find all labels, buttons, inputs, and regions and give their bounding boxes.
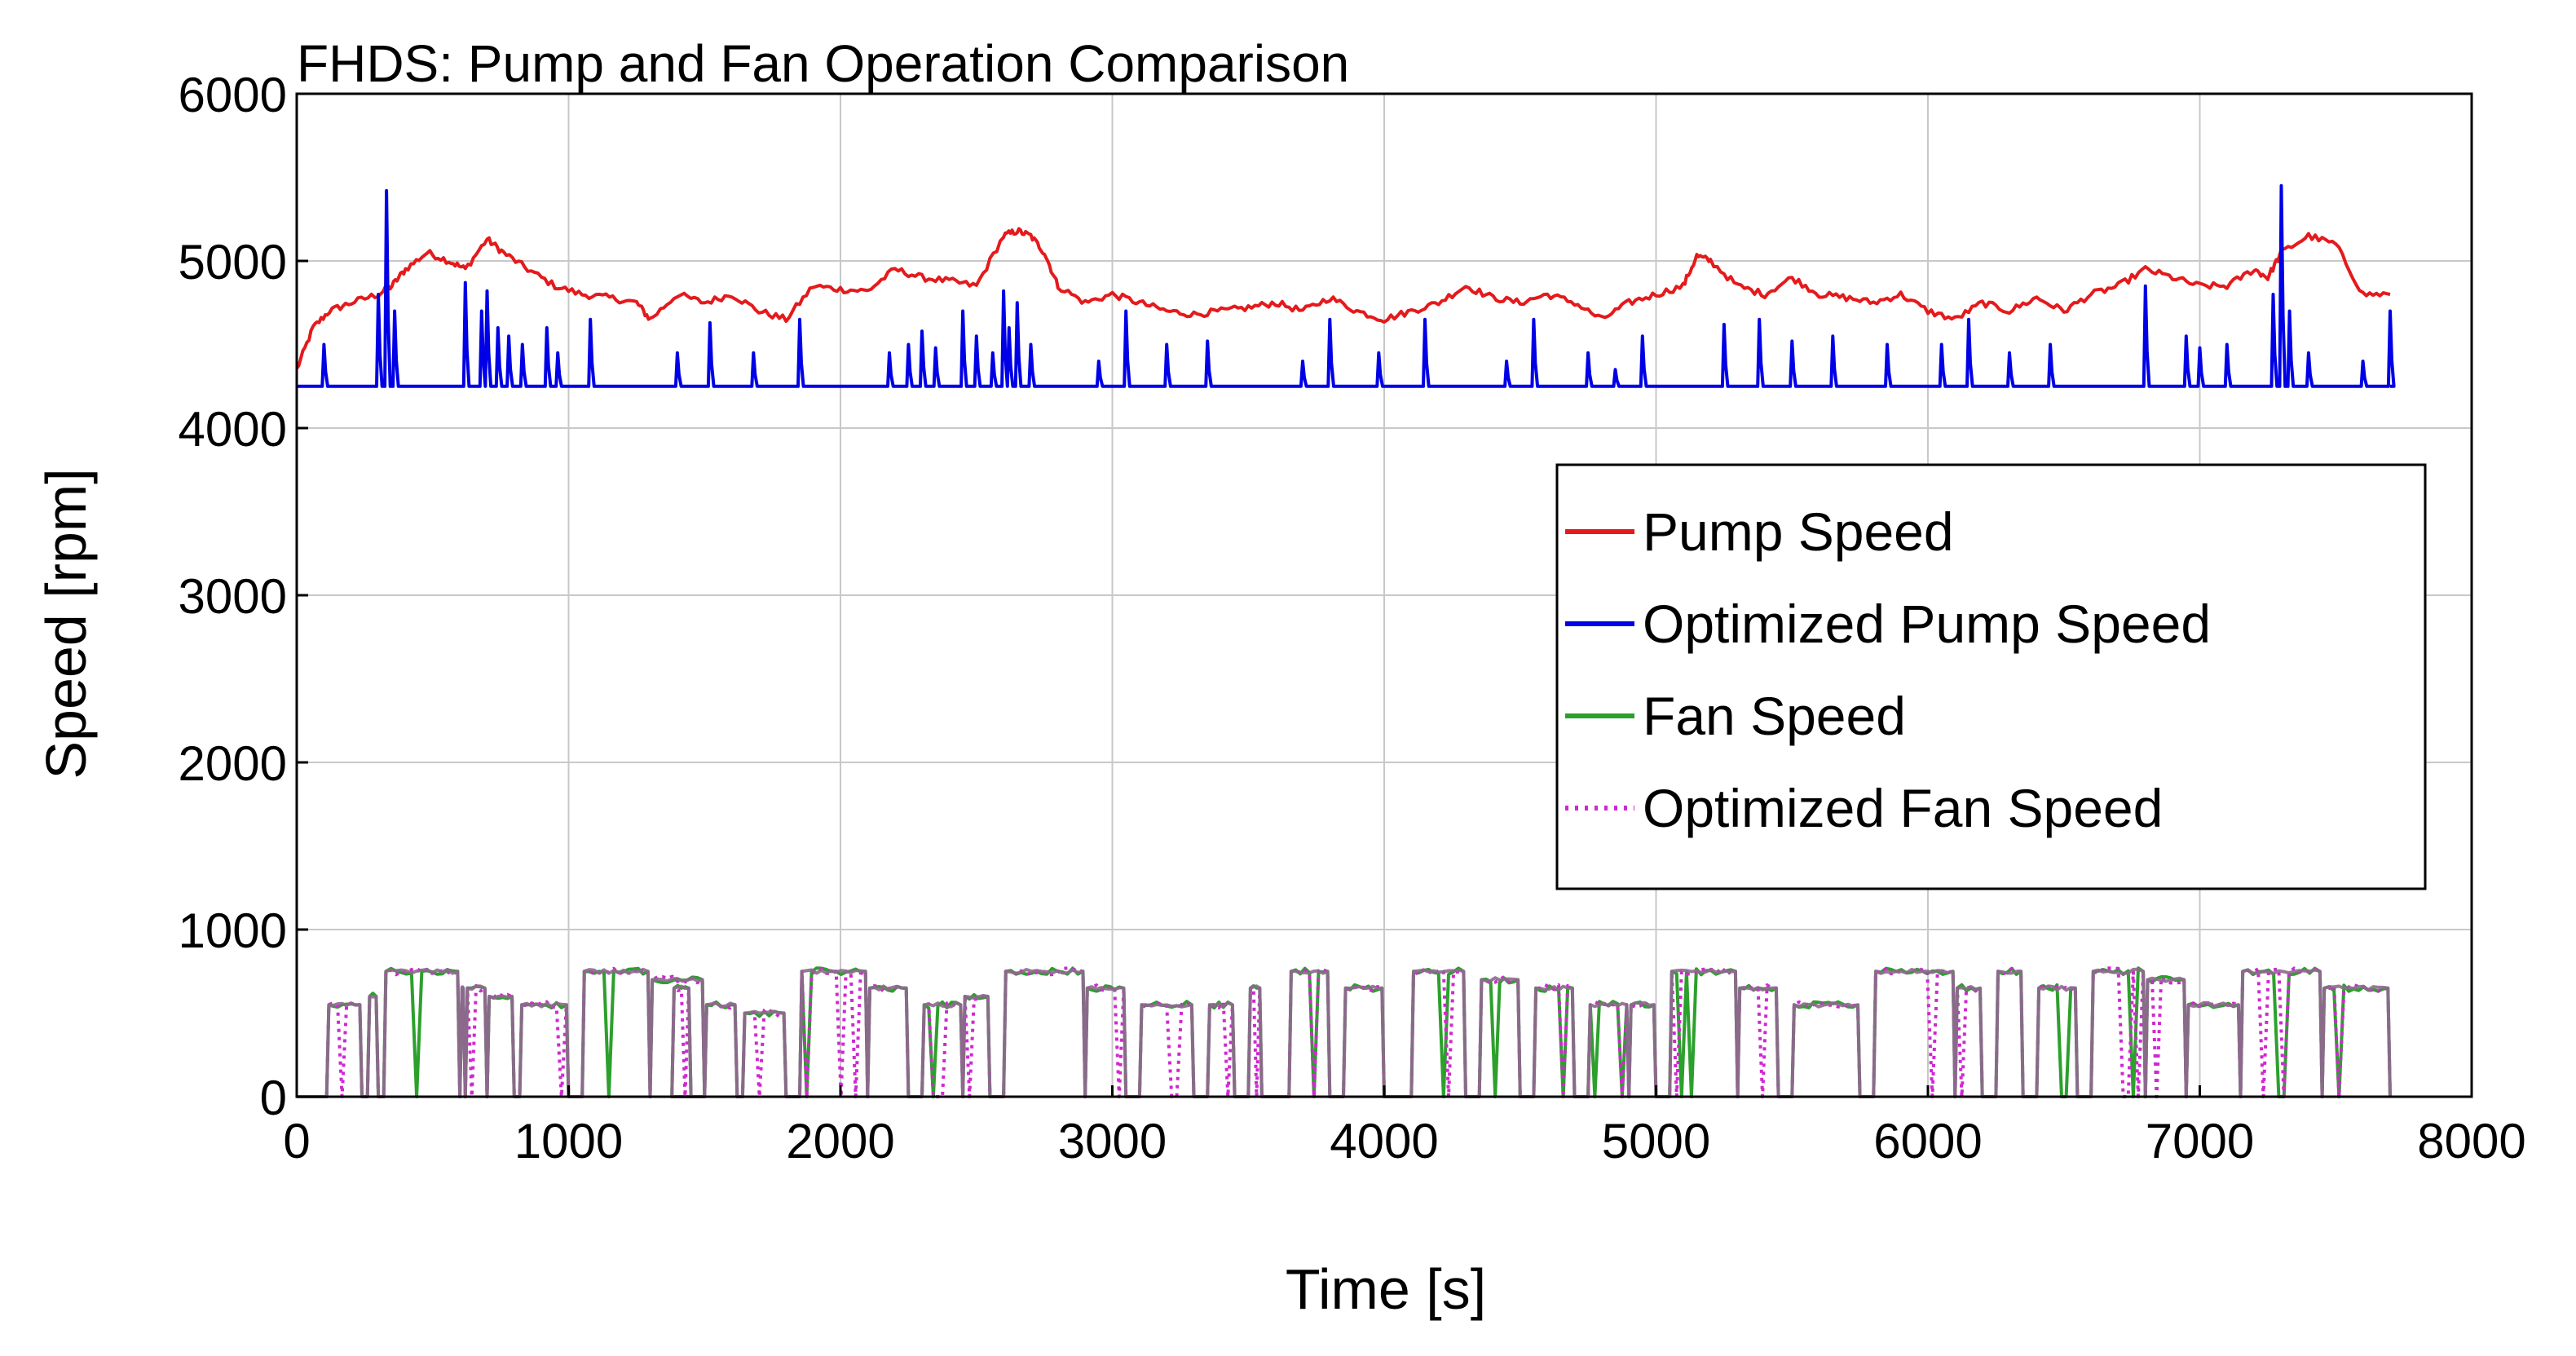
legend-label-fan-speed: Fan Speed	[1643, 686, 1906, 746]
chart-title: FHDS: Pump and Fan Operation Comparison	[297, 34, 1349, 93]
legend: Pump Speed Optimized Pump Speed Fan Spee…	[1555, 463, 2427, 890]
legend-box	[1555, 463, 2427, 890]
x-tick-label: 0	[283, 1114, 310, 1168]
y-tick-label: 5000	[179, 235, 287, 289]
y-tick-label: 1000	[179, 903, 287, 958]
x-tick-label: 2000	[786, 1114, 894, 1168]
x-axis-label: Time [s]	[1286, 1257, 1486, 1321]
y-tick-label: 3000	[179, 569, 287, 624]
series-line-optimized-pump-speed	[297, 183, 2396, 388]
x-tick-label: 3000	[1058, 1114, 1167, 1168]
x-axis-ticks: 0 1000 2000 3000 4000 5000 6000 7000 8000	[283, 1085, 2526, 1168]
y-axis-label: Speed [rpm]	[34, 468, 98, 779]
x-tick-label: 6000	[1873, 1114, 1982, 1168]
y-tick-label: 2000	[179, 736, 287, 791]
legend-label-optimized-pump-speed: Optimized Pump Speed	[1643, 594, 2211, 654]
x-tick-label: 5000	[1602, 1114, 1710, 1168]
y-axis-ticks: 0 1000 2000 3000 4000 5000 6000	[179, 68, 308, 1125]
x-tick-label: 1000	[514, 1114, 623, 1168]
x-tick-label: 4000	[1330, 1114, 1438, 1168]
y-tick-label: 4000	[179, 402, 287, 457]
y-tick-label: 0	[260, 1071, 287, 1125]
series-layer	[295, 183, 2396, 1098]
series-overlap-fan	[297, 967, 2392, 1098]
x-tick-label: 7000	[2146, 1114, 2254, 1168]
x-tick-label: 8000	[2417, 1114, 2525, 1168]
legend-label-pump-speed: Pump Speed	[1643, 501, 1954, 562]
y-tick-label: 6000	[179, 68, 287, 122]
legend-label-optimized-fan-speed: Optimized Fan Speed	[1643, 778, 2163, 838]
series-line-pump-speed	[295, 227, 2391, 370]
